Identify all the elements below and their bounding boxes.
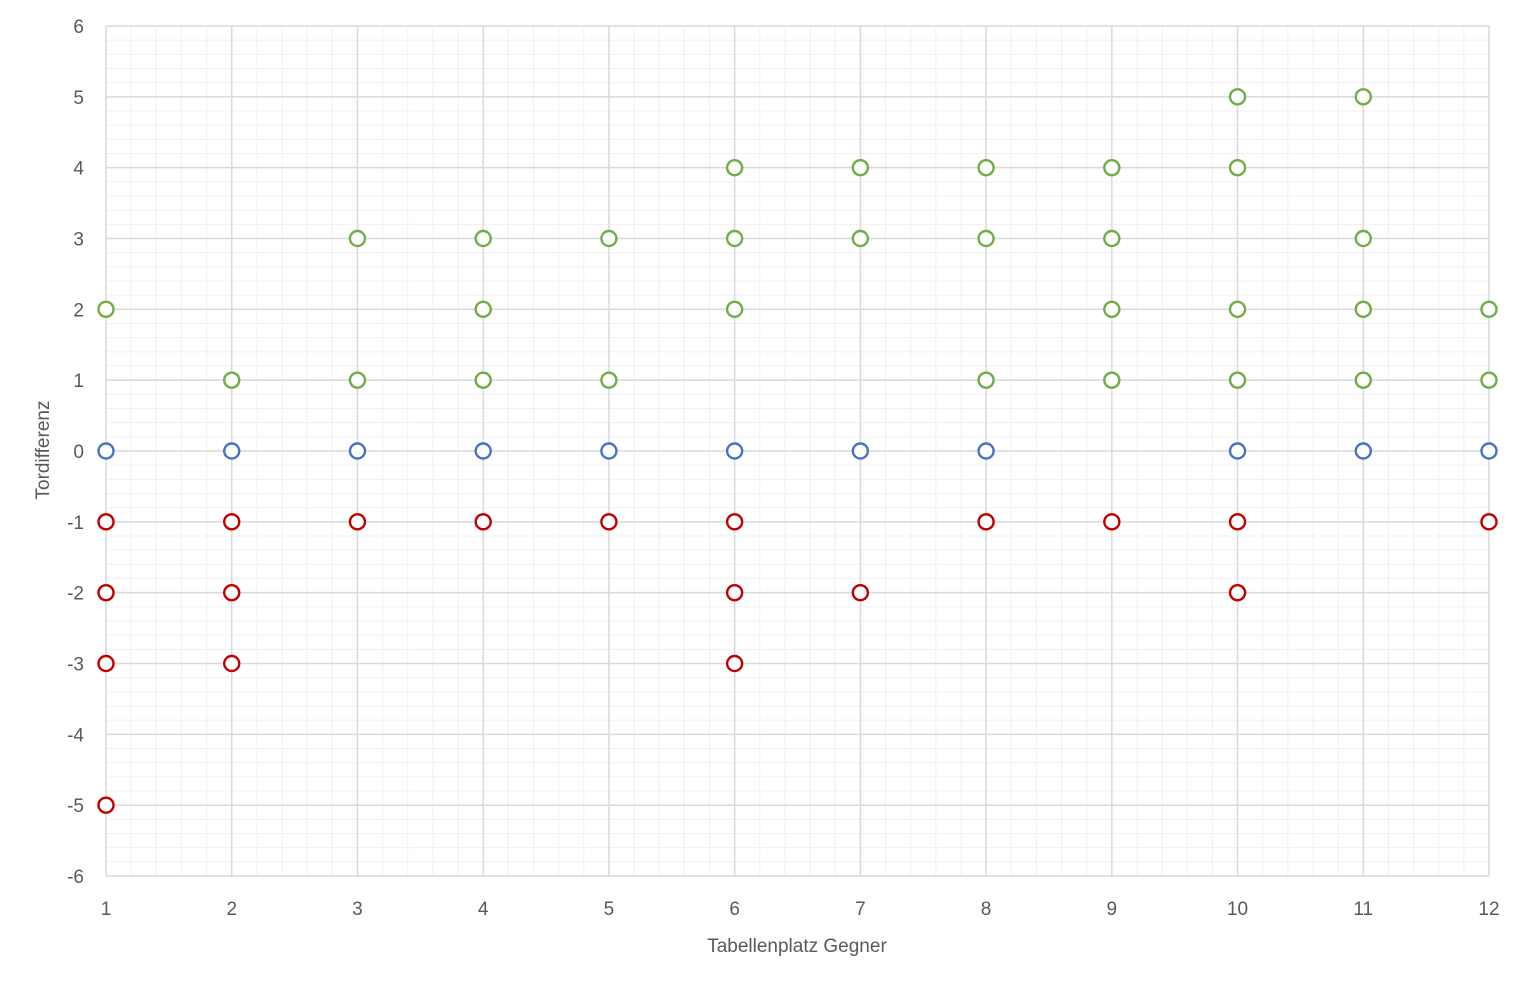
data-point (851, 229, 870, 248)
data-point (1228, 300, 1247, 319)
y-tick-label: 1 (73, 371, 84, 392)
x-axis-title: Tabellenplatz Gegner (707, 936, 887, 957)
data-point (851, 158, 870, 177)
y-axis-title: Tordifferenz (33, 401, 54, 500)
data-point (1228, 158, 1247, 177)
data-point (223, 654, 241, 673)
x-tick-label: 1 (101, 899, 112, 920)
data-point (977, 229, 995, 248)
data-point (725, 229, 744, 248)
y-tick-label: 5 (73, 88, 84, 109)
data-point (223, 583, 241, 602)
data-point (348, 442, 367, 460)
data-point (1103, 158, 1121, 177)
x-tick-label: 6 (729, 899, 740, 920)
data-point (725, 158, 744, 177)
data-point (977, 442, 995, 460)
data-point (1228, 371, 1247, 389)
data-point (600, 513, 618, 531)
data-point (474, 442, 492, 460)
data-point (725, 513, 744, 531)
y-tick-label: 2 (73, 300, 84, 321)
data-point (725, 654, 744, 673)
data-point (1103, 371, 1121, 389)
data-point (725, 300, 744, 319)
data-point (1103, 513, 1121, 531)
data-point (851, 442, 870, 460)
data-point (1228, 583, 1247, 602)
data-point (1354, 229, 1372, 248)
data-point (977, 158, 995, 177)
data-point (1480, 300, 1498, 319)
data-point (474, 229, 492, 248)
x-tick-label: 10 (1227, 899, 1248, 920)
y-tick-label: -4 (67, 725, 84, 746)
y-tick-label: -6 (67, 867, 84, 888)
data-point (474, 371, 492, 389)
data-point (474, 513, 492, 531)
data-point (97, 300, 115, 319)
x-tick-label: 7 (855, 899, 866, 920)
data-point (97, 583, 115, 602)
y-tick-label: 4 (73, 159, 84, 180)
data-point (1103, 300, 1121, 319)
data-point (223, 513, 241, 531)
data-point (1480, 513, 1498, 531)
y-tick-label: 6 (73, 17, 84, 38)
data-points (97, 88, 1498, 814)
y-axis-ticks: 6 5 4 3 2 1 0 -1 -2 -3 -4 -5 -6 (67, 17, 84, 888)
data-point (1228, 513, 1247, 531)
y-tick-label: 3 (73, 230, 84, 251)
x-tick-label: 11 (1353, 899, 1373, 920)
x-tick-label: 2 (226, 899, 237, 920)
data-point (348, 371, 367, 389)
x-tick-label: 9 (1107, 899, 1118, 920)
data-point (348, 229, 367, 248)
data-point (1354, 300, 1372, 319)
data-point (223, 371, 241, 389)
data-point (600, 229, 618, 248)
y-tick-label: -1 (67, 513, 84, 534)
data-point (725, 583, 744, 602)
data-point (97, 654, 115, 673)
data-point (223, 442, 241, 460)
data-point (97, 513, 115, 531)
data-point (1228, 442, 1247, 460)
data-point (600, 442, 618, 460)
x-axis-ticks: 1 2 3 4 5 6 7 8 9 10 11 12 (101, 899, 1500, 920)
data-point (1354, 442, 1372, 460)
x-tick-label: 5 (604, 899, 615, 920)
data-point (600, 371, 618, 389)
data-point (97, 796, 115, 814)
x-tick-label: 4 (478, 899, 489, 920)
x-tick-label: 12 (1478, 899, 1499, 920)
data-point (1354, 88, 1372, 106)
x-tick-label: 8 (981, 899, 992, 920)
data-point (851, 583, 870, 602)
data-point (1480, 371, 1498, 389)
x-tick-label: 3 (352, 899, 363, 920)
y-tick-label: 0 (73, 442, 84, 463)
data-point (348, 513, 367, 531)
data-point (725, 442, 744, 460)
data-point (977, 371, 995, 389)
y-tick-label: -3 (67, 655, 84, 676)
y-tick-label: -5 (67, 796, 84, 817)
data-point (1103, 229, 1121, 248)
y-tick-label: -2 (67, 584, 84, 605)
data-point (1354, 371, 1372, 389)
data-point (474, 300, 492, 319)
data-point (1228, 88, 1247, 106)
data-point (1480, 442, 1498, 460)
data-point (977, 513, 995, 531)
data-point (97, 442, 115, 460)
